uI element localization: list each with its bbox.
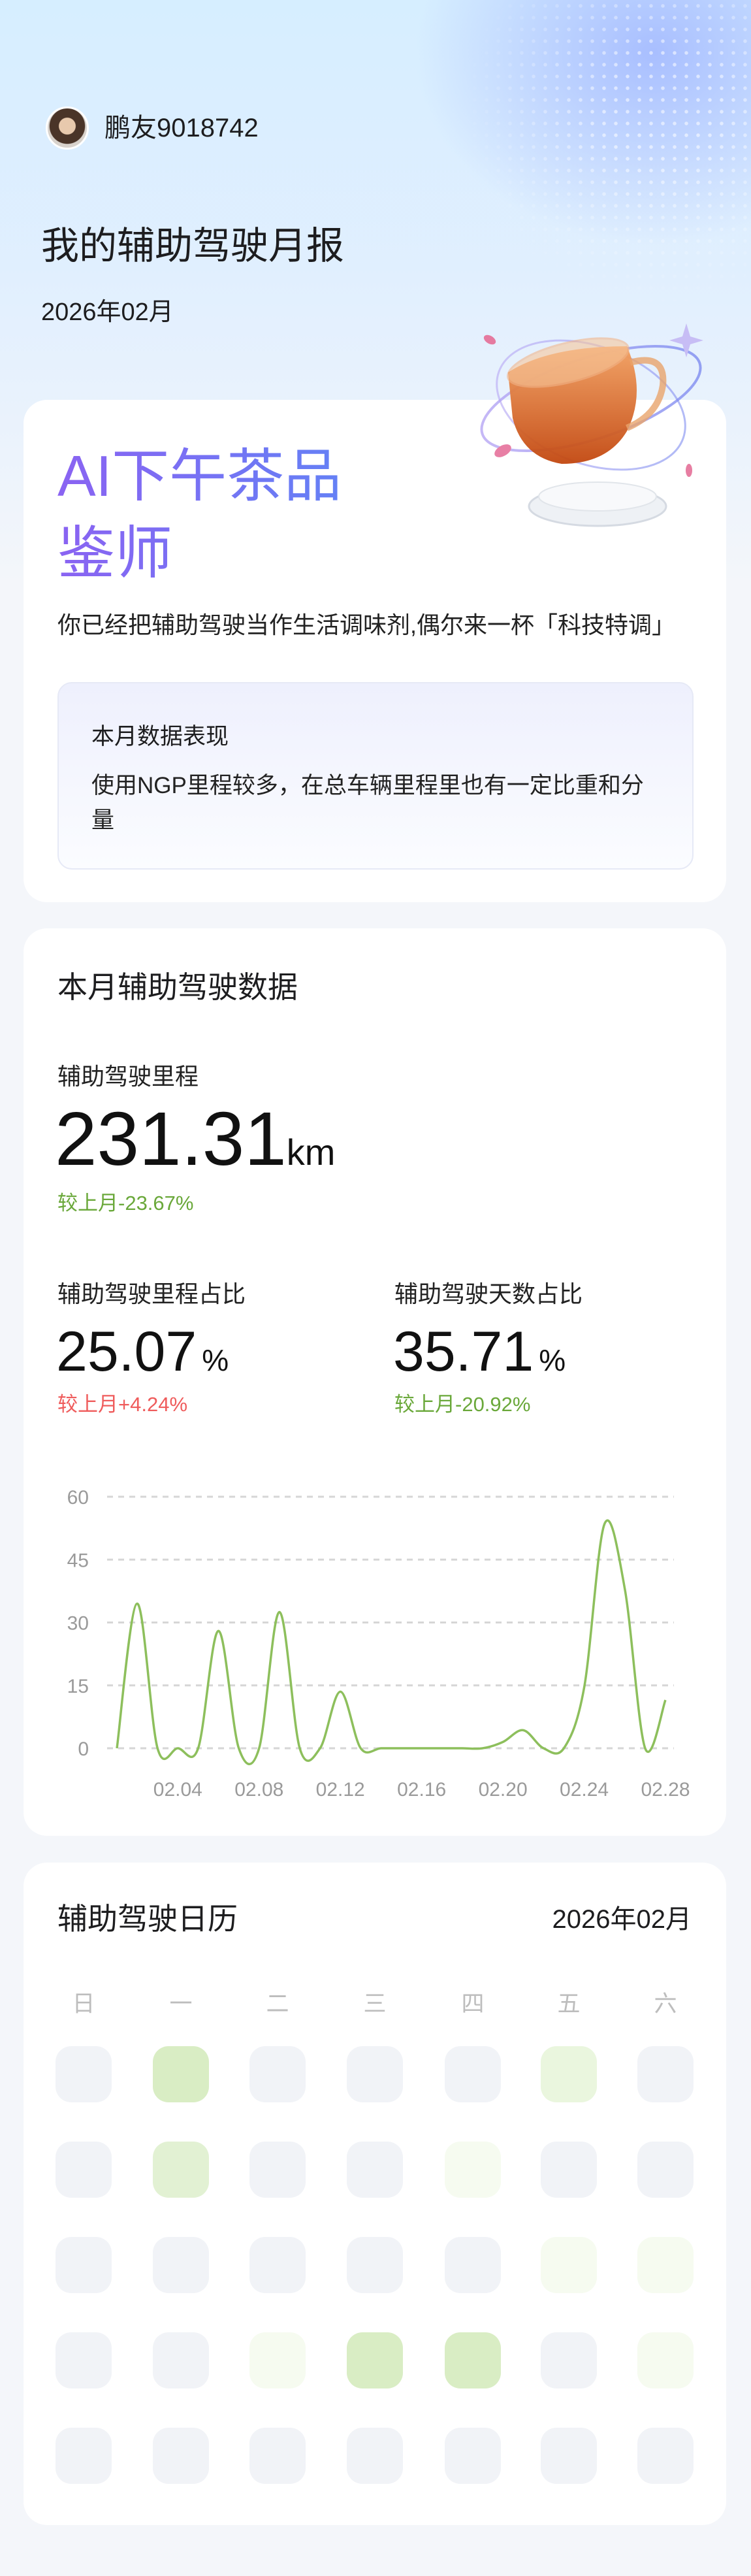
mileage-ratio-label: 辅助驾驶里程占比 xyxy=(57,1280,246,1307)
weekday-label: 五 xyxy=(557,1991,581,2017)
calendar-day-cell[interactable] xyxy=(445,2142,501,2198)
daily-mileage-chart: 0 15 30 45 60 02.04 02.08 02.12 02.16 02.20 02.24 0… xyxy=(67,1487,690,1801)
calendar-day-cell[interactable] xyxy=(153,2332,209,2389)
x-tick-label: 02.28 xyxy=(641,1779,690,1801)
calendar-day-cell[interactable] xyxy=(445,2237,501,2293)
performance-body: 使用NGP里程较多，在总车辆里程里也有一定比重和分量 xyxy=(91,773,644,833)
tea-cup-illustration xyxy=(480,323,703,527)
weekday-label: 二 xyxy=(266,1991,289,2017)
calendar-day-cell[interactable] xyxy=(637,2332,694,2389)
calendar-day-cell[interactable] xyxy=(249,2428,306,2484)
y-tick-label: 45 xyxy=(67,1550,89,1571)
calendar-day-cell[interactable] xyxy=(445,2332,501,2389)
x-tick-label: 02.16 xyxy=(397,1779,446,1801)
calendar-day-cell[interactable] xyxy=(637,2142,694,2198)
calendar-day-cell[interactable] xyxy=(153,2428,209,2484)
weekday-label: 日 xyxy=(72,1991,95,2017)
mileage-ratio-change: 较上月+4.24% xyxy=(57,1393,188,1416)
stats-card: 本月辅助驾驶数据 辅助驾驶里程 231.31km 较上月-23.67% 辅助驾驶… xyxy=(24,928,726,1836)
mileage-ratio-unit: % xyxy=(202,1343,229,1377)
stats-title: 本月辅助驾驶数据 xyxy=(57,970,298,1004)
calendar-day-cell[interactable] xyxy=(56,2428,112,2484)
performance-title: 本月数据表现 xyxy=(91,724,229,749)
calendar-day-cell[interactable] xyxy=(541,2332,597,2389)
x-tick-label: 02.08 xyxy=(234,1779,283,1801)
calendar-day-cell[interactable] xyxy=(347,2142,403,2198)
avatar[interactable] xyxy=(46,106,89,150)
mileage-ratio-number: 25.07 xyxy=(56,1320,197,1383)
weekday-label: 一 xyxy=(169,1991,193,2017)
weekday-label: 四 xyxy=(461,1991,485,2017)
days-ratio-value: 35.71% xyxy=(393,1322,566,1390)
calendar-day-cell[interactable] xyxy=(347,2046,403,2102)
weekday-label: 六 xyxy=(654,1991,677,2017)
calendar-day-cell[interactable] xyxy=(541,2046,597,2102)
calendar-day-cell[interactable] xyxy=(153,2237,209,2293)
calendar-day-cell[interactable] xyxy=(637,2237,694,2293)
days-ratio-change: 较上月-20.92% xyxy=(394,1393,531,1416)
x-tick-label: 02.04 xyxy=(153,1779,202,1801)
mileage-line xyxy=(116,1519,667,1765)
calendar-day-cell[interactable] xyxy=(153,2046,209,2102)
y-tick-label: 0 xyxy=(78,1738,89,1760)
persona-card: AI下午茶品鉴师 你已经把辅助驾驶当作生活调味剂,偶尔来一杯「科技特调」 本月数… xyxy=(24,400,726,902)
x-tick-label: 02.12 xyxy=(316,1779,365,1801)
calendar-day-cell[interactable] xyxy=(541,2428,597,2484)
calendar-day-cell[interactable] xyxy=(541,2237,597,2293)
calendar-day-cell[interactable] xyxy=(56,2332,112,2389)
y-tick-label: 30 xyxy=(67,1613,89,1635)
calendar-day-cell[interactable] xyxy=(637,2428,694,2484)
persona-slogan: 你已经把辅助驾驶当作生活调味剂,偶尔来一杯「科技特调」 xyxy=(57,611,676,638)
report-month: 2026年02月 xyxy=(41,299,174,326)
days-ratio-unit: % xyxy=(539,1343,566,1377)
calendar-day-cell[interactable] xyxy=(445,2428,501,2484)
weekday-label: 三 xyxy=(363,1991,387,2017)
username: 鹏友9018742 xyxy=(104,114,259,142)
calendar-day-cell[interactable] xyxy=(445,2046,501,2102)
mileage-ratio-value: 25.07% xyxy=(56,1322,229,1390)
calendar-day-cell[interactable] xyxy=(249,2046,306,2102)
mileage-unit: km xyxy=(286,1132,336,1173)
calendar-title: 辅助驾驶日历 xyxy=(57,1902,238,1936)
dot-pattern xyxy=(457,0,751,314)
days-ratio-label: 辅助驾驶天数占比 xyxy=(394,1280,583,1307)
performance-box: 本月数据表现 使用NGP里程较多，在总车辆里程里也有一定比重和分量 xyxy=(57,682,694,870)
mileage-number: 231.31 xyxy=(55,1096,287,1181)
calendar-day-cell[interactable] xyxy=(249,2237,306,2293)
mileage-label: 辅助驾驶里程 xyxy=(57,1063,199,1090)
calendar-day-cell[interactable] xyxy=(347,2332,403,2389)
calendar-day-cell[interactable] xyxy=(56,2237,112,2293)
mileage-value: 231.31km xyxy=(55,1100,335,1192)
calendar-day-cell[interactable] xyxy=(541,2142,597,2198)
persona-title: AI下午茶品鉴师 xyxy=(57,438,397,592)
calendar-day-cell[interactable] xyxy=(637,2046,694,2102)
calendar-day-cell[interactable] xyxy=(249,2142,306,2198)
calendar-day-cell[interactable] xyxy=(56,2142,112,2198)
mileage-change: 较上月-23.67% xyxy=(57,1192,194,1215)
x-tick-label: 02.20 xyxy=(479,1779,528,1801)
calendar-day-cell[interactable] xyxy=(153,2142,209,2198)
calendar-day-cell[interactable] xyxy=(347,2237,403,2293)
calendar-day-cell[interactable] xyxy=(56,2046,112,2102)
y-tick-label: 15 xyxy=(67,1676,89,1697)
page-title: 我的辅助驾驶月报 xyxy=(41,225,345,267)
calendar-day-cell[interactable] xyxy=(249,2332,306,2389)
days-ratio-number: 35.71 xyxy=(393,1320,534,1383)
x-tick-label: 02.24 xyxy=(560,1779,609,1801)
calendar-card: 辅助驾驶日历 2026年02月 日 一 二 三 四 五 六 xyxy=(24,1863,726,2525)
calendar-month: 2026年02月 xyxy=(552,1905,692,1934)
y-tick-label: 60 xyxy=(67,1487,89,1508)
calendar-day-cell[interactable] xyxy=(347,2428,403,2484)
